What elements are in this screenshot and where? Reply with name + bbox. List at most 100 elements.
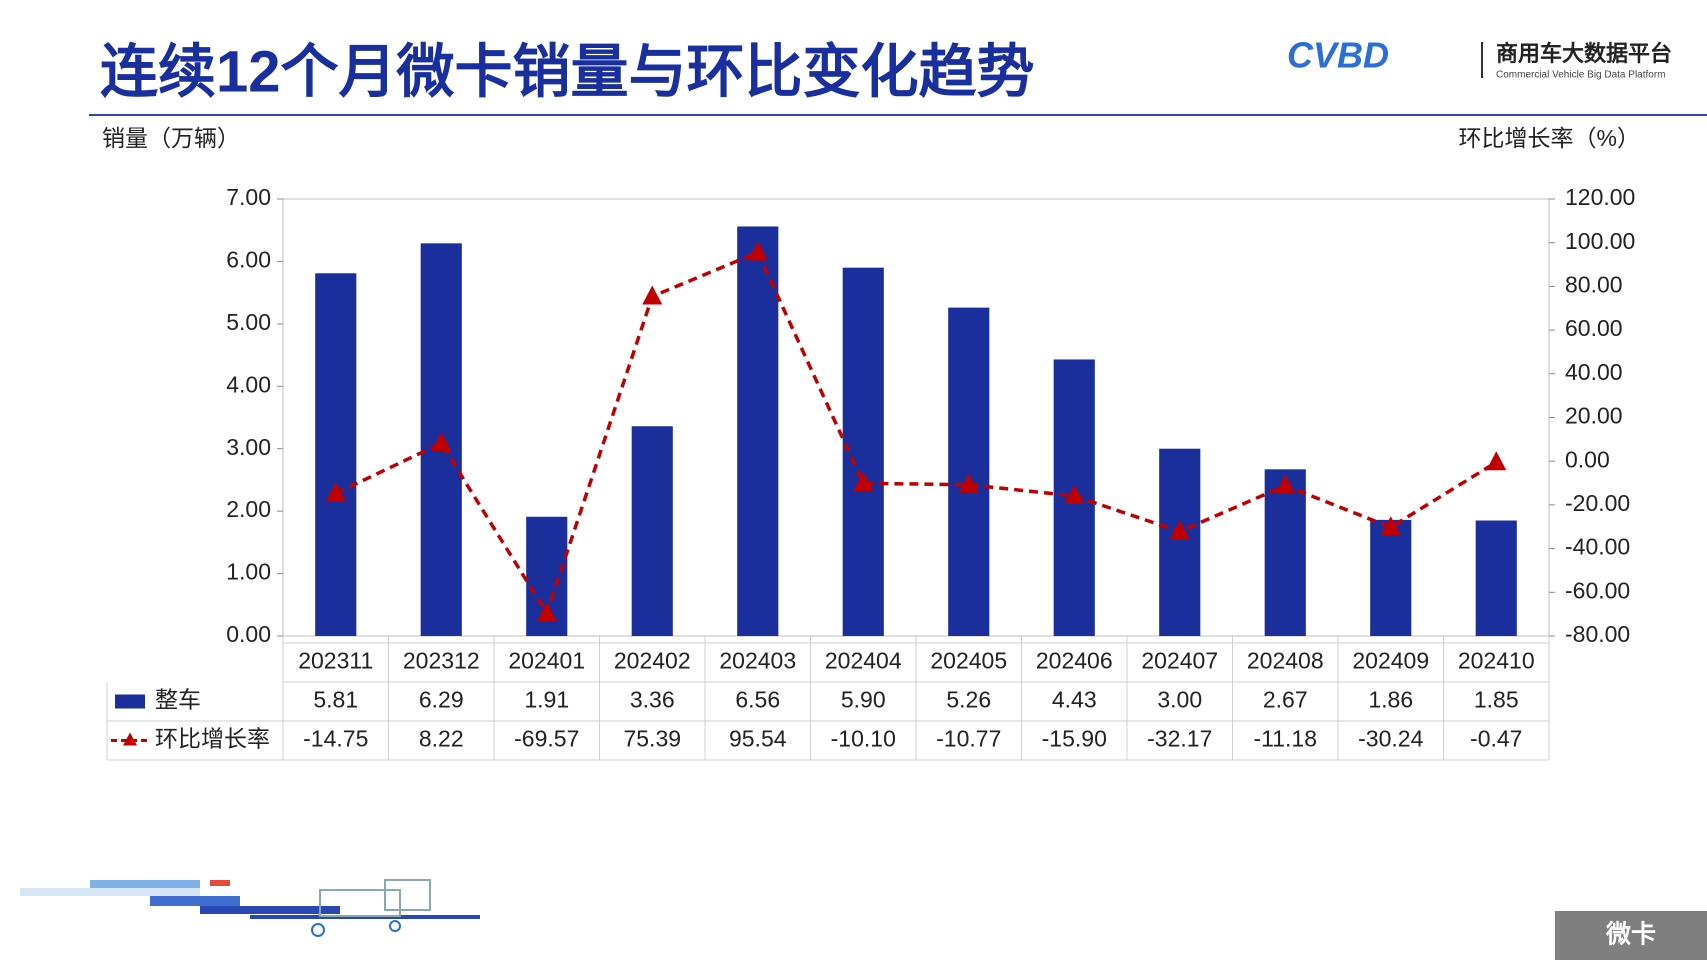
y2-tick-label: 100.00 (1565, 228, 1635, 254)
table-value: -10.10 (831, 726, 896, 752)
decoration (20, 879, 480, 937)
bar (1475, 520, 1517, 636)
marker (642, 285, 663, 305)
y2-tick-label: -40.00 (1565, 534, 1630, 560)
table-value: -14.75 (303, 726, 368, 752)
logo-mark: CVBD (1287, 35, 1389, 76)
legend-swatch (115, 694, 145, 709)
y2-tick-label: -20.00 (1565, 490, 1630, 516)
badge-text: 微卡 (1605, 921, 1656, 949)
y-tick-label: 5.00 (226, 309, 271, 335)
table-value: 8.22 (419, 726, 464, 752)
marker (1486, 451, 1507, 471)
table-value: -15.90 (1042, 726, 1107, 752)
y2-axis-label: 环比增长率（%） (1459, 125, 1640, 151)
bar (1264, 469, 1306, 636)
table-value: -32.17 (1147, 726, 1212, 752)
y2-tick-label: -80.00 (1565, 621, 1630, 647)
logo-subtitle: Commercial Vehicle Big Data Platform (1496, 70, 1666, 81)
line (334, 250, 1498, 618)
table-value: 2.67 (1263, 687, 1308, 713)
marker (1169, 520, 1190, 540)
x-tick-label: 202311 (298, 648, 373, 674)
table-value: -69.57 (514, 726, 579, 752)
bar (948, 307, 990, 636)
y2-tick-label: 60.00 (1565, 315, 1623, 341)
slide-title: 连续12个月微卡销量与环比变化趋势 (100, 39, 1035, 104)
x-tick-label: 202312 (403, 648, 480, 674)
x-tick-label: 202409 (1352, 648, 1429, 674)
x-tick-label: 202406 (1036, 648, 1113, 674)
table-value: 1.91 (524, 687, 569, 713)
table-value: 5.26 (946, 687, 991, 713)
y-tick-label: 2.00 (226, 496, 271, 522)
y-tick-label: 3.00 (226, 434, 271, 460)
y-axis-label: 销量（万辆） (102, 125, 240, 151)
y2-tick-label: 0.00 (1565, 446, 1610, 472)
table-value: -30.24 (1358, 726, 1423, 752)
stripe (200, 906, 340, 914)
marker (958, 473, 979, 493)
marker (1064, 484, 1085, 504)
table-value: -0.47 (1470, 726, 1522, 752)
bar (737, 226, 779, 636)
x-tick-label: 202408 (1247, 648, 1324, 674)
stripe (150, 896, 240, 906)
logo-name: 商用车大数据平台 (1496, 41, 1672, 66)
bar (842, 267, 884, 636)
bar (1370, 519, 1412, 636)
table-value: 4.43 (1052, 687, 1097, 713)
marker (536, 602, 557, 622)
x-tick-label: 202404 (825, 648, 902, 674)
y2-tick-label: 20.00 (1565, 403, 1623, 429)
x-tick-label: 202407 (1141, 648, 1218, 674)
badge (1555, 911, 1707, 960)
x-tick-label: 202402 (614, 648, 691, 674)
legend-label: 环比增长率 (155, 726, 270, 752)
table-value: 5.90 (841, 687, 886, 713)
y-tick-label: 6.00 (226, 247, 271, 273)
marker (325, 482, 346, 502)
table-value: 1.86 (1368, 687, 1413, 713)
y-tick-label: 0.00 (226, 621, 271, 647)
bar (1159, 448, 1201, 636)
y2-tick-label: -60.00 (1565, 577, 1630, 603)
marker (747, 241, 768, 261)
stripe (90, 880, 200, 888)
stripe (210, 880, 230, 886)
x-tick-label: 202403 (719, 648, 796, 674)
truck (319, 889, 401, 917)
x-tick-label: 202401 (508, 648, 585, 674)
y2-tick-label: 120.00 (1565, 184, 1635, 210)
marker (853, 472, 874, 492)
table-value: 5.81 (313, 687, 358, 713)
wheel (389, 920, 401, 932)
truck (384, 879, 431, 911)
legend-marker (123, 732, 137, 746)
wheel (311, 923, 325, 937)
table-value: -10.77 (936, 726, 1001, 752)
table-value: -11.18 (1253, 726, 1317, 752)
y-tick-label: 4.00 (226, 371, 271, 397)
y2-tick-label: 80.00 (1565, 271, 1623, 297)
marker (1380, 516, 1401, 536)
table-value: 95.54 (729, 726, 787, 752)
table-value: 3.36 (630, 687, 675, 713)
marker (1275, 474, 1296, 494)
bar (315, 273, 357, 636)
table-value: 75.39 (623, 726, 681, 752)
bar (631, 426, 673, 636)
legend-label: 整车 (155, 687, 201, 713)
marker (431, 432, 452, 452)
y2-tick-label: 40.00 (1565, 359, 1623, 385)
x-tick-label: 202410 (1458, 648, 1535, 674)
table-value: 6.56 (735, 687, 780, 713)
y-tick-label: 1.00 (226, 559, 271, 585)
table-value: 1.85 (1474, 687, 1519, 713)
y-tick-label: 7.00 (226, 184, 271, 210)
table-value: 3.00 (1157, 687, 1202, 713)
stripe (20, 888, 200, 896)
x-tick-label: 202405 (930, 648, 1007, 674)
table-value: 6.29 (419, 687, 464, 713)
